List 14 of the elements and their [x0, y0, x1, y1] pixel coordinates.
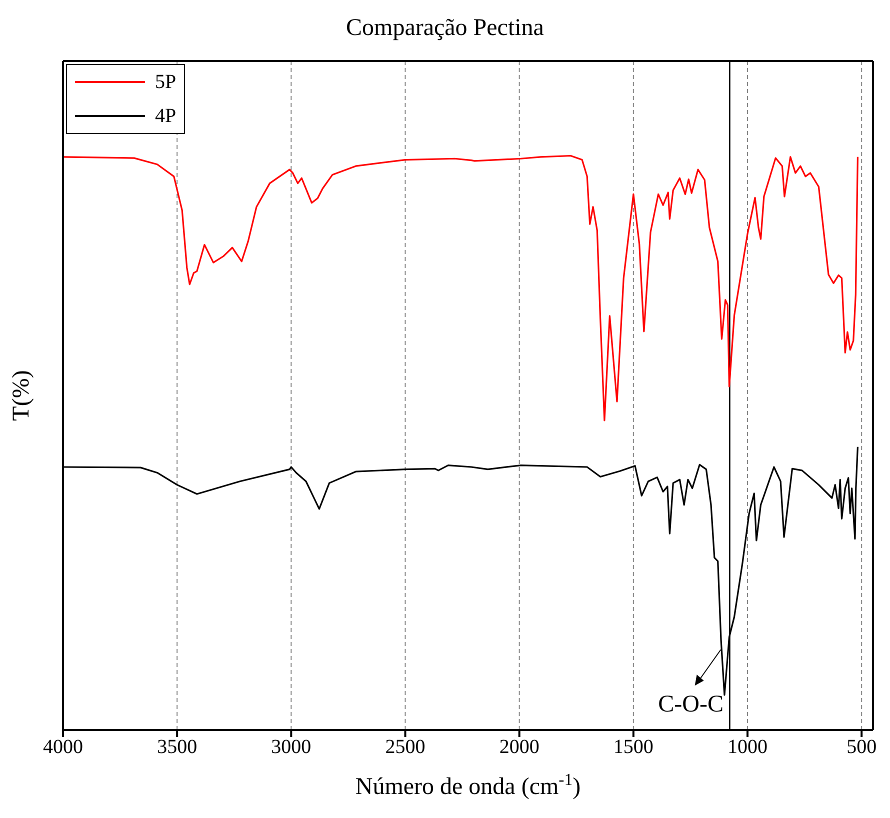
- y-axis-title: T(%): [8, 370, 35, 421]
- x-tick-label: 1500: [613, 736, 654, 758]
- x-tick-label: 3500: [157, 736, 198, 758]
- x-axis-title: Número de onda (cm$^{-1}$): [355, 770, 581, 800]
- annotation: C-O-C: [658, 692, 724, 718]
- legend-label: 4P: [155, 104, 176, 129]
- legend-label: 5P: [155, 70, 176, 95]
- x-tick-label: 2500: [385, 736, 426, 758]
- x-tick-label: 1000: [728, 736, 768, 758]
- x-tick-label: 4000: [43, 736, 83, 758]
- x-tick-label: 3000: [271, 736, 312, 758]
- x-tick-label: 500: [846, 736, 877, 758]
- chart-title: Comparação Pectina: [345, 14, 545, 43]
- x-tick-label: 2000: [499, 736, 540, 758]
